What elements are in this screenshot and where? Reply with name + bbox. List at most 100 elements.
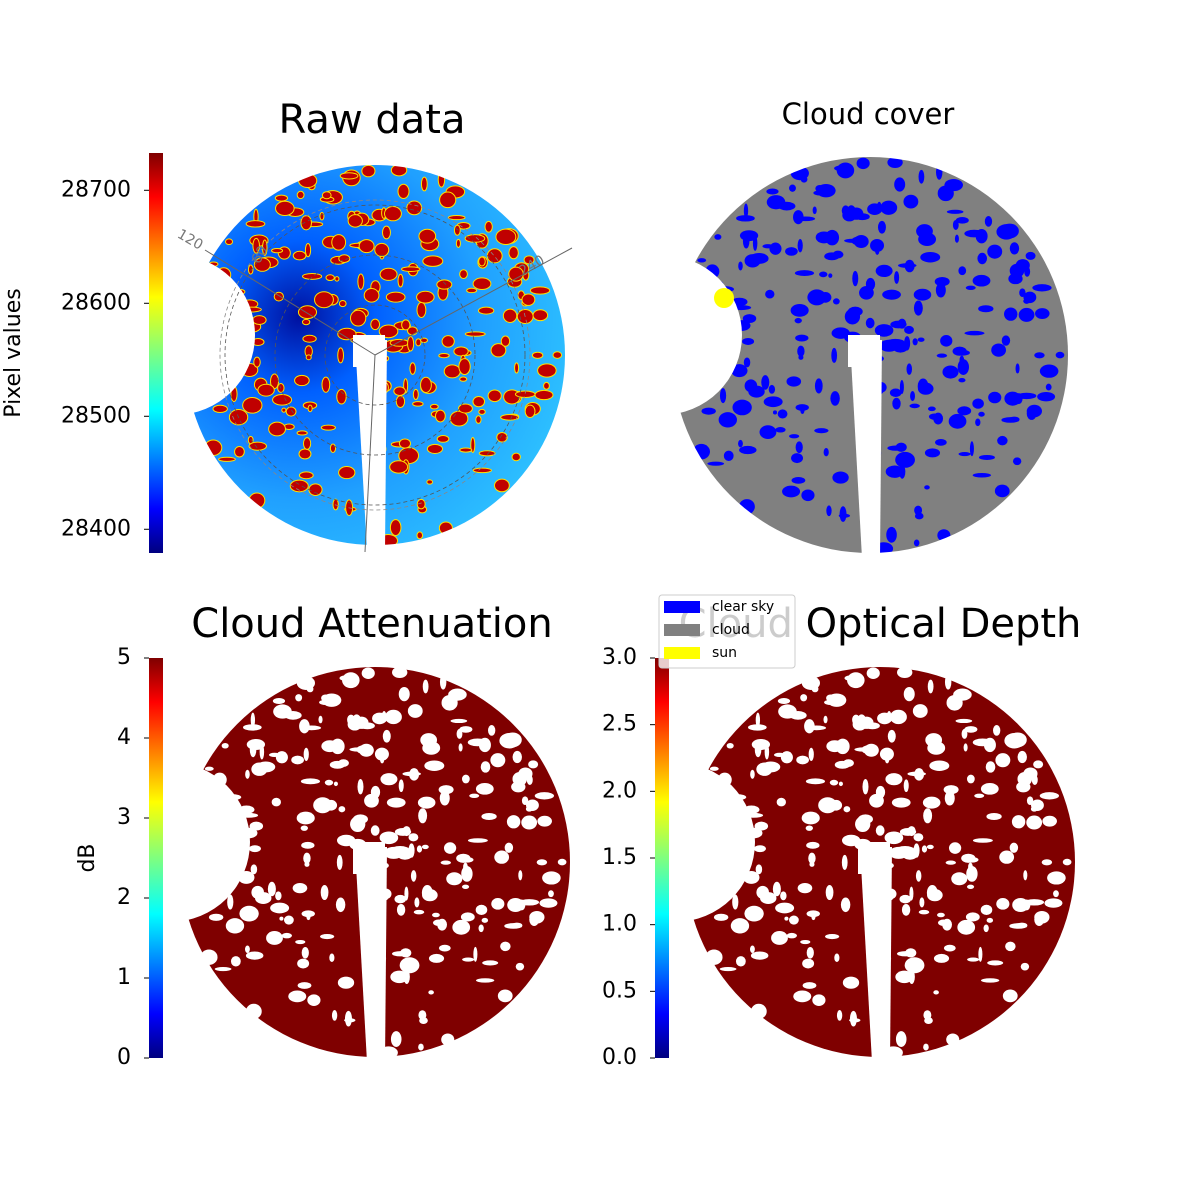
blob <box>768 384 776 394</box>
blob <box>835 738 850 755</box>
blob <box>966 774 975 784</box>
blob <box>418 808 428 824</box>
blob <box>752 235 758 251</box>
blob <box>372 427 384 437</box>
blob <box>884 831 904 845</box>
blob <box>836 1010 843 1021</box>
blob <box>897 318 907 329</box>
blob <box>288 990 307 1003</box>
blob <box>1042 815 1057 827</box>
blob <box>294 374 310 387</box>
blob <box>410 870 417 882</box>
blob <box>804 719 815 734</box>
blob <box>761 375 770 390</box>
blob <box>319 699 333 705</box>
blob <box>441 335 455 348</box>
polar-spoke <box>374 247 573 356</box>
blob <box>401 266 421 272</box>
blob <box>920 251 941 263</box>
blob <box>969 441 974 457</box>
blob <box>927 679 934 694</box>
blob <box>446 872 463 886</box>
blob <box>978 946 983 962</box>
blob <box>329 953 335 962</box>
blob <box>943 785 959 795</box>
blob <box>212 404 228 413</box>
blob <box>1009 923 1028 929</box>
blob <box>337 759 349 767</box>
blob <box>984 215 993 227</box>
blob <box>906 363 913 375</box>
blob <box>1009 842 1019 853</box>
blob <box>972 398 984 409</box>
blob <box>701 407 716 415</box>
blob <box>986 761 994 771</box>
blob <box>863 743 879 757</box>
blob <box>302 334 317 343</box>
blob <box>275 751 288 764</box>
blob <box>738 439 743 448</box>
blob <box>266 931 283 945</box>
legend-label: sun <box>712 645 737 661</box>
blob <box>422 255 444 267</box>
blob <box>477 306 495 315</box>
blob <box>800 939 811 945</box>
blob <box>300 215 312 231</box>
blob <box>464 331 486 337</box>
blob <box>775 427 786 433</box>
blob <box>407 336 415 352</box>
blob <box>370 952 387 966</box>
y-tick-label: 3.0 <box>602 645 637 670</box>
blob <box>529 913 540 926</box>
blob <box>852 270 859 287</box>
blob <box>390 846 410 853</box>
blob <box>381 225 391 240</box>
blob <box>314 291 334 309</box>
blob <box>730 918 750 934</box>
blob <box>514 362 520 374</box>
blob <box>249 742 257 758</box>
blob <box>831 347 838 363</box>
blob <box>200 949 218 965</box>
blob <box>735 956 746 967</box>
blob <box>196 389 217 402</box>
blob <box>273 704 292 719</box>
blob <box>1009 242 1020 255</box>
blob <box>536 859 548 866</box>
blob <box>329 443 337 453</box>
y-tick-label: 28700 <box>61 177 131 202</box>
y-tick-label: 2.5 <box>602 712 637 737</box>
blob <box>337 834 356 847</box>
blob <box>958 451 971 457</box>
blob <box>874 324 894 337</box>
blob <box>994 484 1010 498</box>
blob <box>1031 799 1044 811</box>
blob <box>330 738 345 755</box>
blob <box>912 704 928 718</box>
blob <box>727 794 747 801</box>
blob <box>267 881 276 897</box>
blob <box>374 747 389 761</box>
blob <box>557 858 567 866</box>
blob <box>390 1031 402 1047</box>
blob <box>1025 251 1036 260</box>
blob <box>271 797 281 807</box>
blob <box>539 898 558 908</box>
blob <box>789 434 800 439</box>
blob <box>227 894 234 910</box>
blob <box>772 881 781 897</box>
blob <box>298 471 314 480</box>
blob <box>739 499 755 515</box>
blob <box>862 534 880 543</box>
blob <box>543 381 550 390</box>
blob <box>909 403 920 409</box>
blob <box>798 354 804 360</box>
blob <box>948 413 967 429</box>
blob <box>1034 308 1050 319</box>
blob <box>755 712 761 728</box>
blob <box>838 781 843 787</box>
blob <box>397 273 404 288</box>
blob <box>304 242 312 258</box>
blob <box>300 825 308 831</box>
blob <box>777 697 791 704</box>
